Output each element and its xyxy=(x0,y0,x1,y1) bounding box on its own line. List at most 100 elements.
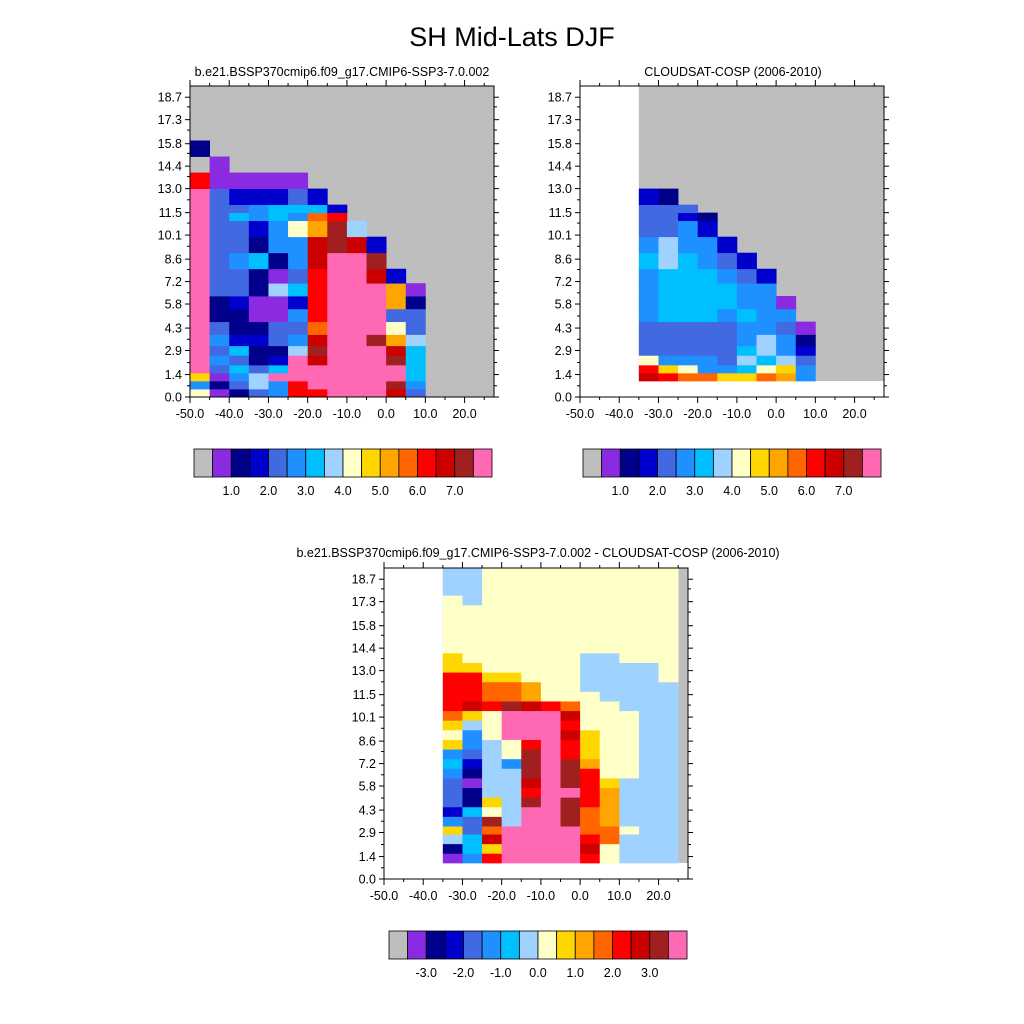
y-tick-label: 10.1 xyxy=(352,711,376,725)
heatmap-cell xyxy=(190,188,211,206)
heatmap-cell xyxy=(678,220,699,238)
heatmap-cell xyxy=(442,739,463,750)
heatmap-cell xyxy=(599,778,620,789)
heatmap-cell xyxy=(190,380,211,390)
heatmap-cell xyxy=(717,321,738,335)
colorbar-swatch xyxy=(556,930,576,960)
colorbar-label: 2.0 xyxy=(604,966,621,980)
heatmap-cell xyxy=(658,681,679,692)
heatmap-cell xyxy=(658,236,679,254)
heatmap-cell xyxy=(386,308,407,323)
heatmap-cell xyxy=(795,355,816,366)
x-tick-label: -20.0 xyxy=(683,407,712,421)
heatmap-cell xyxy=(540,701,561,712)
heatmap-cell xyxy=(638,334,659,347)
heatmap-cell xyxy=(638,268,659,284)
heatmap-cell xyxy=(658,652,679,663)
y-tick-label: 4.3 xyxy=(165,322,182,336)
heatmap-cell xyxy=(307,372,328,382)
heatmap-cell xyxy=(678,364,699,374)
heatmap-cell xyxy=(501,710,522,721)
heatmap-cell xyxy=(540,568,561,596)
heatmap-cell xyxy=(327,355,348,366)
heatmap-cell xyxy=(658,268,679,284)
heatmap-cell xyxy=(638,758,659,769)
heatmap-cell xyxy=(229,188,250,206)
x-axis: -50.0 -40.0 -30.0 -20.0 -10.0 0.0 10.0 20.0 xyxy=(176,80,485,421)
x-tick-label: -10.0 xyxy=(333,407,362,421)
colorbar-swatch xyxy=(638,448,658,478)
heatmap-cell xyxy=(288,220,309,238)
heatmap-cell xyxy=(268,268,289,284)
colorbar-swatch xyxy=(843,448,863,478)
heatmap-cell xyxy=(268,172,289,189)
heatmap-cell xyxy=(560,834,581,845)
y-tick-label: 1.4 xyxy=(165,368,182,382)
y-tick-label: 13.0 xyxy=(158,182,182,196)
colorbar-swatch xyxy=(593,930,613,960)
y-tick-label: 7.2 xyxy=(165,275,182,289)
x-tick-label: 10.0 xyxy=(803,407,827,421)
y-tick-label: 13.0 xyxy=(548,182,572,196)
heatmap-cell xyxy=(405,372,426,382)
heatmap-cell xyxy=(638,283,659,297)
heatmap-cell xyxy=(638,720,659,731)
heatmap-cell xyxy=(501,568,522,596)
colorbar-swatch xyxy=(212,448,232,478)
plot-frame xyxy=(383,567,689,880)
heatmap-cell xyxy=(638,296,659,310)
panel-diff: b.e21.BSSP370cmip6.f09_g17.CMIP6-SSP3-7.… xyxy=(296,546,779,980)
heatmap-cell xyxy=(307,212,328,222)
y-axis: 0.0 1.4 2.9 4.3 5.8 7.2 8.6 10.1 11.5 13.0 14.4 15.… xyxy=(352,573,693,887)
heatmap-cell xyxy=(580,787,601,798)
heatmap-cell xyxy=(619,701,640,712)
heatmap-cell xyxy=(327,345,348,356)
heatmap-cell xyxy=(327,334,348,347)
heatmap-cell xyxy=(540,749,561,760)
heatmap-cell xyxy=(776,372,797,382)
heatmap-cell xyxy=(462,739,483,750)
heatmap-cell xyxy=(209,308,230,323)
heatmap-cell xyxy=(521,768,542,779)
heatmap-cell xyxy=(638,568,659,596)
heatmap-cell xyxy=(540,797,561,808)
heatmap-cell xyxy=(599,806,620,817)
panel-obs: CLOUDSAT-COSP (2006-2010) 0.0 1.4 2.9 4.3 5.… xyxy=(548,65,889,498)
heatmap-cell xyxy=(619,691,640,702)
heatmap-cell xyxy=(658,364,679,374)
x-tick-label: 0.0 xyxy=(767,407,784,421)
heatmap-cell xyxy=(658,334,679,347)
heatmap-cell xyxy=(658,283,679,297)
heatmap-cell xyxy=(327,220,348,238)
colorbar-label: 6.0 xyxy=(409,484,426,498)
heatmap-cell xyxy=(462,662,483,673)
heatmap-cell xyxy=(638,853,659,864)
heatmap-cell xyxy=(209,204,230,214)
heatmap-cell xyxy=(795,372,816,382)
heatmap-cell xyxy=(619,843,640,854)
heatmap-cell xyxy=(658,212,679,222)
heatmap-cell xyxy=(736,283,757,297)
heatmap-cell xyxy=(521,662,542,673)
heatmap-cell xyxy=(756,296,777,310)
colorbar-swatch xyxy=(425,930,446,960)
heatmap-cell xyxy=(638,701,659,712)
heatmap-cell xyxy=(501,758,522,769)
heatmap-cell xyxy=(307,268,328,284)
heatmap-cell xyxy=(442,853,463,864)
heatmap-cell xyxy=(501,768,522,779)
heatmap-cell xyxy=(638,672,659,683)
heatmap-cell xyxy=(442,672,463,683)
heatmap-cell xyxy=(482,652,503,663)
heatmap-cell xyxy=(521,652,542,663)
heatmap-cell xyxy=(442,758,463,769)
heatmap-cell xyxy=(248,355,269,366)
heatmap-cell xyxy=(697,334,718,347)
heatmap-cell xyxy=(442,604,463,623)
colorbar-swatch xyxy=(379,448,400,478)
heatmap-cell xyxy=(462,681,483,692)
heatmap-cell xyxy=(540,622,561,654)
heatmap-cell xyxy=(521,778,542,789)
heatmap-cell xyxy=(248,364,269,374)
heatmap-cell xyxy=(678,268,699,284)
